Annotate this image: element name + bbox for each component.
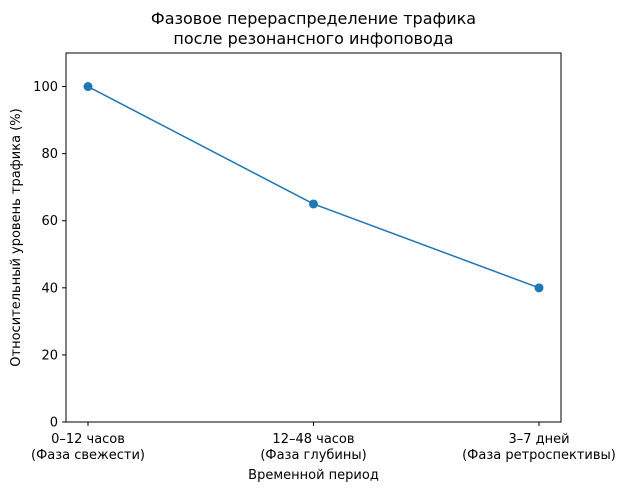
data-point	[534, 283, 544, 293]
x-axis-label: Временной период	[248, 468, 379, 483]
data-point	[83, 82, 93, 92]
data-point	[309, 199, 318, 209]
series-line	[87, 85, 540, 289]
y-axis-label: Относительный уровень трафика (%)	[9, 108, 24, 366]
y-tick-label: 0	[50, 416, 58, 431]
x-tick-label: 3–7 дней (Фаза ретроспективы)	[462, 432, 616, 463]
x-tick-label: 12–48 часов (Фаза глубины)	[260, 432, 366, 463]
y-tick-label: 60	[41, 214, 58, 229]
x-tick-label: 0–12 часов (Фаза свежести)	[31, 432, 145, 463]
y-tick-label: 40	[41, 281, 58, 296]
plot-frame	[65, 52, 562, 423]
y-tick-label: 20	[41, 348, 58, 363]
chart-title: Фазовое перераспределение трафика после р…	[151, 9, 476, 48]
y-tick-label: 80	[41, 147, 58, 162]
y-tick-label: 100	[33, 80, 58, 95]
